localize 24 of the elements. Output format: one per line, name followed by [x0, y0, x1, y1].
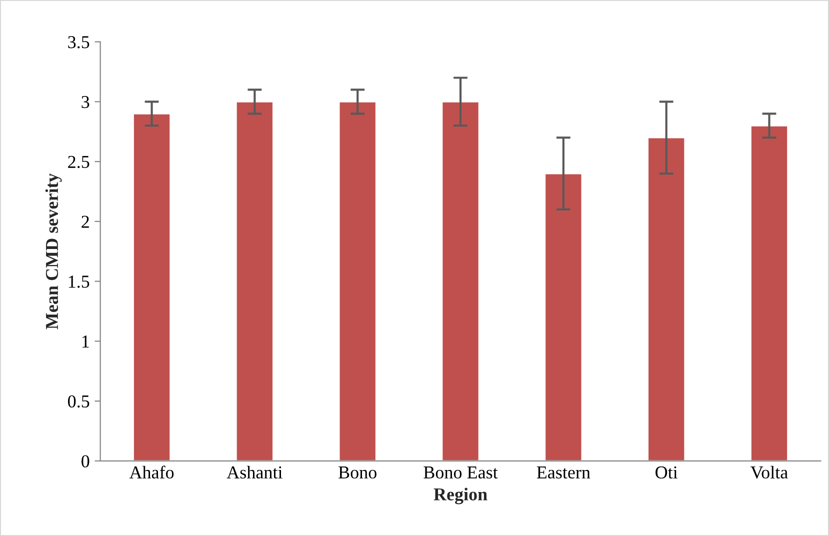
y-tick-label: 1.5 — [68, 276, 90, 288]
bar — [750, 124, 788, 461]
y-tick-label: 2.5 — [68, 156, 90, 168]
x-tick-label: Bono East — [424, 466, 498, 479]
bar — [235, 100, 274, 461]
x-tick-label: Ahafo — [129, 466, 174, 479]
y-tick-label: 3 — [82, 96, 90, 108]
y-tick-label: 2 — [82, 216, 89, 228]
bar — [132, 112, 171, 461]
y-axis-title: Mean CMD severity — [45, 173, 62, 330]
y-tick-label: 0.5 — [68, 395, 90, 408]
x-tick-label: Eastern — [536, 466, 590, 479]
y-tick-label: 3.5 — [68, 36, 90, 48]
x-axis-title: Region — [434, 488, 488, 504]
bar — [441, 100, 480, 461]
bar — [338, 100, 377, 461]
bar — [647, 136, 686, 461]
x-tick-label: Ashanti — [226, 466, 282, 479]
y-tick-label: 1 — [82, 336, 89, 348]
x-tick-label: Bono — [338, 466, 376, 479]
x-tick-label: Volta — [750, 466, 788, 479]
bar — [544, 172, 583, 461]
y-tick-label: 0 — [82, 455, 90, 468]
x-tick-label: Oti — [656, 466, 678, 479]
